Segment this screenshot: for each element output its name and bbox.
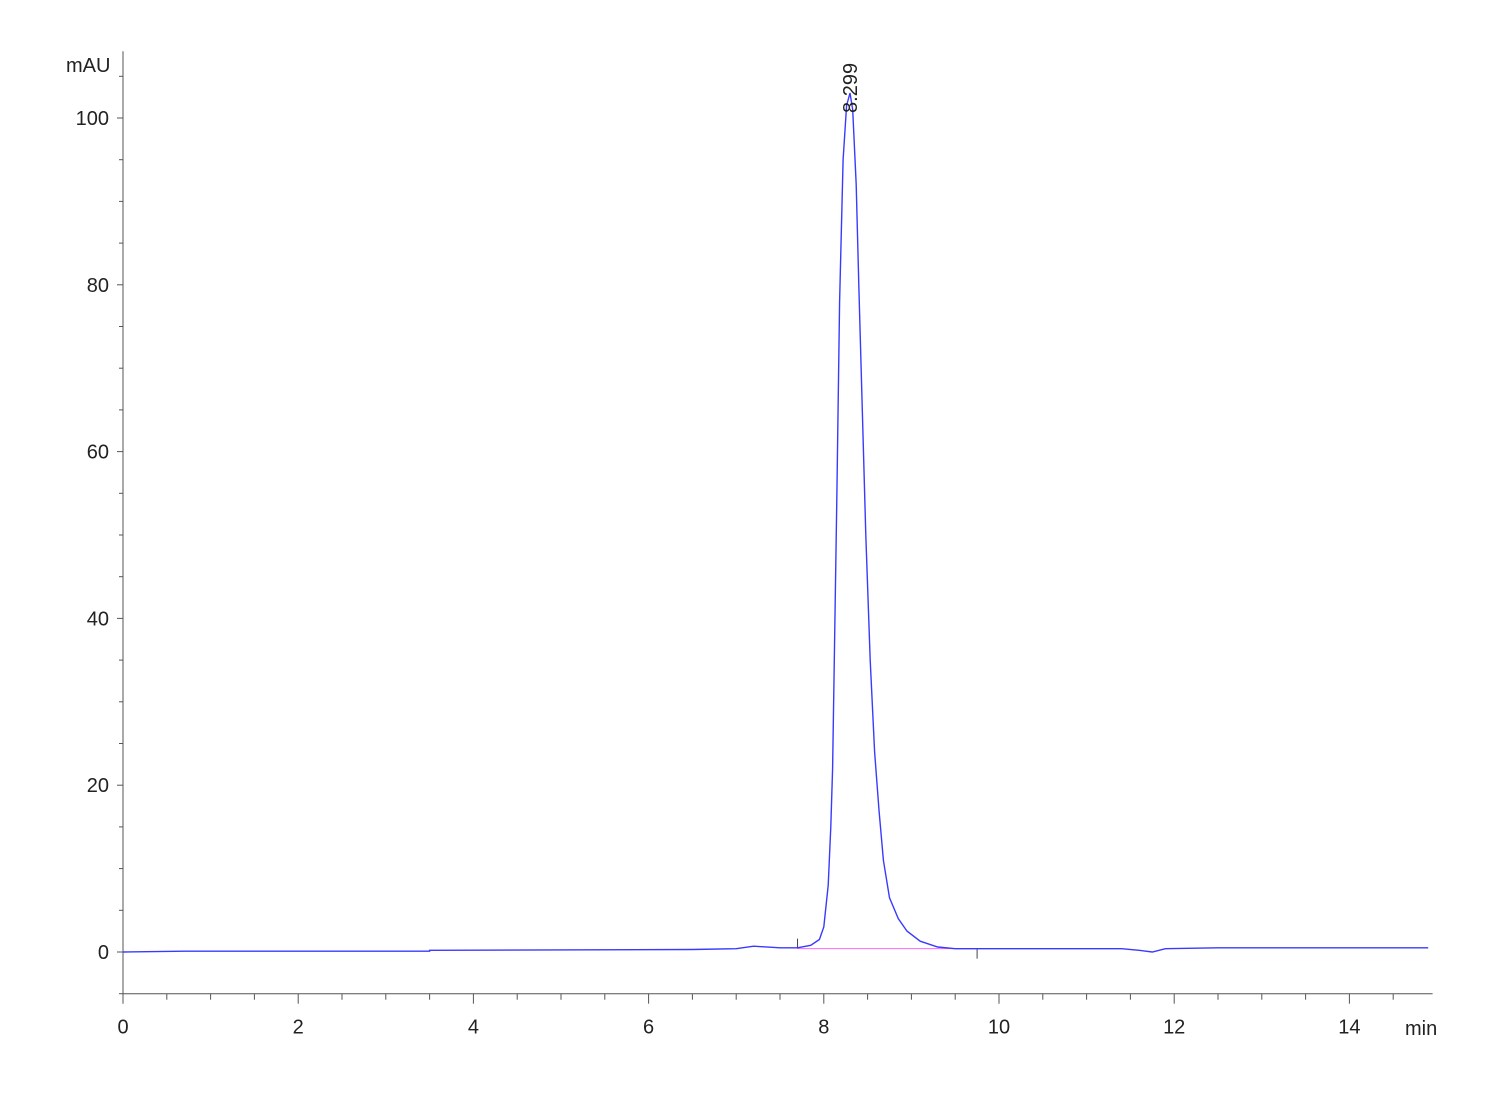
ticks: 0 20 40 60 80 100 0 2 4 6 8 10 12 14 (76, 75, 1394, 1039)
y-tick-label: 100 (76, 108, 109, 130)
x-tick-label: 2 (293, 1017, 304, 1039)
x-tick-label: 8 (818, 1017, 829, 1039)
y-tick-label: 60 (87, 442, 109, 464)
series-line (122, 92, 1429, 953)
y-tick-label: 0 (98, 942, 109, 964)
y-tick-label: 40 (87, 608, 109, 630)
x-tick-label: 4 (468, 1017, 479, 1039)
y-axis-label: mAU (66, 55, 110, 77)
axes (122, 51, 1433, 995)
peak-label: 8.299 (840, 63, 862, 113)
y-tick-label: 20 (87, 775, 109, 797)
x-tick-label: 10 (988, 1017, 1010, 1039)
x-tick-label: 6 (643, 1017, 654, 1039)
y-tick-label: 80 (87, 275, 109, 297)
x-axis-label: min (1405, 1018, 1437, 1040)
x-tick-label: 0 (117, 1017, 128, 1039)
x-tick-label: 12 (1163, 1017, 1185, 1039)
x-tick-label: 14 (1338, 1017, 1360, 1039)
